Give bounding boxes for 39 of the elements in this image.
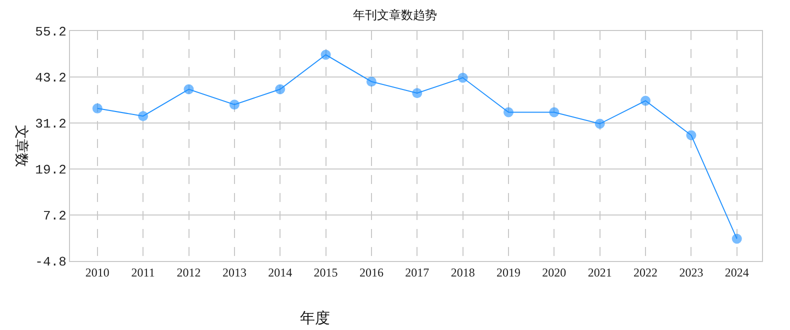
x-tick-label: 2024	[724, 265, 749, 280]
point	[504, 107, 514, 118]
point	[686, 130, 696, 140]
y-tick-label: -4.8	[35, 254, 66, 270]
y-tick-label: 19.2	[35, 162, 66, 178]
y-axis-title: 文章数	[13, 124, 30, 167]
x-tick-label: 2023	[679, 265, 704, 280]
point	[275, 84, 286, 94]
x-tick-label: 2017	[405, 265, 430, 280]
x-tick-label: 2011	[131, 265, 155, 280]
x-tick-label: 2019	[496, 265, 520, 280]
point	[732, 234, 742, 244]
point	[320, 50, 331, 60]
x-tick-label: 2014	[268, 265, 292, 280]
x-tick-label: 2020	[542, 265, 566, 280]
point	[92, 103, 102, 114]
x-tick-label: 2012	[176, 265, 201, 280]
point	[594, 118, 605, 129]
x-axis-title: 年度	[300, 309, 330, 327]
y-tick-label: 7.2	[42, 208, 66, 224]
x-tick-label: 2021	[588, 265, 612, 280]
point	[229, 100, 240, 110]
chart-title: 年刊文章数趋势	[353, 8, 437, 22]
y-tick-label: 43.2	[35, 70, 66, 86]
y-tick-label: 55.2	[35, 24, 66, 40]
point	[412, 88, 422, 98]
point	[184, 84, 194, 94]
x-tick-label: 2010	[85, 265, 110, 280]
point	[138, 111, 148, 122]
x-tick-label: 2018	[450, 265, 475, 280]
point	[640, 96, 651, 106]
x-tick-label: 2016	[359, 265, 384, 280]
x-tick-label: 2015	[314, 265, 338, 280]
y-tick-label: 31.2	[35, 116, 66, 132]
point	[366, 76, 376, 87]
point	[549, 107, 560, 118]
point	[458, 72, 468, 83]
x-tick-label: 2022	[634, 265, 658, 280]
x-tick-label: 2013	[222, 265, 246, 280]
